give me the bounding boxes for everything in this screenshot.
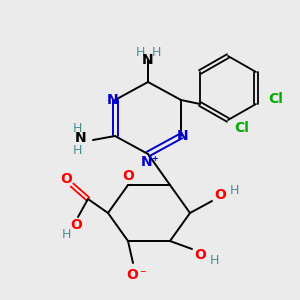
Text: N: N xyxy=(75,131,87,145)
Text: H: H xyxy=(209,254,219,268)
Text: H: H xyxy=(61,229,71,242)
Text: N: N xyxy=(142,53,154,67)
Text: O: O xyxy=(122,169,134,183)
Text: N: N xyxy=(177,129,189,143)
Text: H: H xyxy=(72,122,82,134)
Text: Cl: Cl xyxy=(268,92,284,106)
Text: O: O xyxy=(194,248,206,262)
Text: H: H xyxy=(72,143,82,157)
Text: N: N xyxy=(107,93,119,107)
Text: H: H xyxy=(229,184,239,197)
Text: H: H xyxy=(151,46,161,59)
Text: H: H xyxy=(135,46,145,59)
Text: Cl: Cl xyxy=(235,121,249,135)
Text: O: O xyxy=(60,172,72,186)
Text: N⁺: N⁺ xyxy=(141,155,159,169)
Text: ⁻: ⁻ xyxy=(139,268,145,281)
Text: O: O xyxy=(126,268,138,282)
Text: O: O xyxy=(70,218,82,232)
Text: O: O xyxy=(214,188,226,202)
